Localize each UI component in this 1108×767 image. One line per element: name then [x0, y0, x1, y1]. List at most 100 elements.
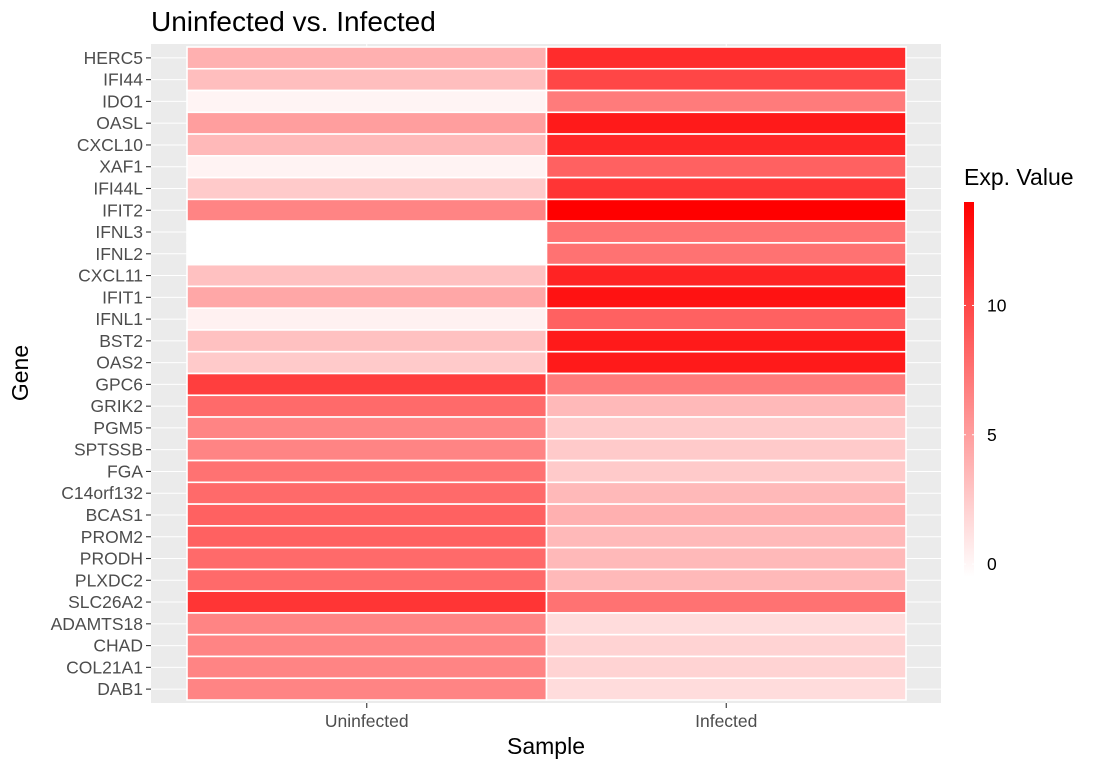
heatmap-tile [545, 459, 907, 484]
heatmap-tile [545, 242, 907, 266]
heatmap-tile [186, 285, 548, 309]
x-tick-label: Uninfected [325, 711, 409, 731]
heatmap-tile [186, 111, 548, 135]
heatmap-tile [545, 285, 907, 309]
heatmap-tiles [186, 46, 907, 701]
y-tick-label: HERC5 [84, 48, 143, 68]
y-tick-label: COL21A1 [66, 657, 143, 677]
chart-title: Uninfected vs. Infected [151, 6, 436, 37]
heatmap-tile [545, 372, 907, 397]
heatmap-tile [186, 612, 548, 636]
heatmap-tile [545, 67, 907, 92]
y-tick-label: GPC6 [95, 374, 143, 394]
heatmap-tile [545, 677, 907, 701]
y-tick-label: PRODH [80, 549, 143, 569]
x-axis-title: Sample [507, 733, 585, 759]
heatmap-tile [545, 590, 907, 614]
heatmap-tile [545, 133, 907, 157]
heatmap-tile [186, 89, 548, 114]
heatmap-tile [545, 612, 907, 636]
heatmap-tile [545, 437, 907, 462]
y-tick-label: OAS2 [96, 353, 143, 373]
y-tick-label: CHAD [93, 636, 143, 656]
heatmap-tile [545, 176, 907, 201]
heatmap-tile [186, 525, 548, 549]
heatmap-tile [186, 198, 548, 222]
heatmap-tile [545, 350, 907, 375]
heatmap-tile [186, 568, 548, 592]
y-tick-label: IFNL2 [95, 244, 143, 264]
heatmap-tile [186, 481, 548, 505]
color-legend: Exp. Value 0 5 10 [964, 164, 1074, 577]
heatmap-tile [186, 46, 548, 70]
heatmap-tile [545, 263, 907, 288]
heatmap-tile [545, 503, 907, 527]
heatmap-tile [186, 242, 548, 266]
y-axis: HERC5IFI44IDO1OASLCXCL10XAF1IFI44LIFIT2I… [51, 48, 151, 699]
legend-break-label: 0 [987, 554, 997, 574]
heatmap-tile [545, 481, 907, 505]
y-tick-label: SPTSSB [74, 440, 143, 460]
heatmap-tile [545, 633, 907, 658]
y-tick-label: SLC26A2 [68, 592, 143, 612]
heatmap-tile [545, 111, 907, 135]
y-tick-label: BST2 [99, 331, 143, 351]
heatmap-tile [186, 350, 548, 375]
y-tick-label: IFIT1 [102, 287, 143, 307]
heatmap-tile [545, 568, 907, 592]
y-tick-label: XAF1 [99, 157, 143, 177]
y-tick-label: IDO1 [102, 91, 143, 111]
heatmap-tile [545, 89, 907, 114]
heatmap-tile [186, 677, 548, 701]
y-tick-label: PLXDC2 [75, 570, 143, 590]
y-tick-label: DAB1 [97, 679, 143, 699]
y-tick-label: CXCL11 [78, 266, 143, 286]
y-axis-title: Gene [7, 345, 33, 401]
heatmap-tile [545, 198, 907, 222]
y-tick-label: PROM2 [81, 527, 143, 547]
heatmap-tile [545, 416, 907, 440]
x-tick-label: Infected [695, 711, 757, 731]
heatmap-tile [186, 459, 548, 484]
y-tick-label: IFNL1 [95, 309, 143, 329]
y-tick-label: IFNL3 [95, 222, 143, 242]
heatmap-tile [186, 133, 548, 157]
y-tick-label: FGA [107, 461, 143, 481]
y-tick-label: IFIT2 [102, 200, 143, 220]
heatmap-tile [186, 220, 548, 244]
y-tick-label: BCAS1 [86, 505, 143, 525]
y-tick-label: C14orf132 [61, 483, 143, 503]
y-tick-label: IFI44L [93, 178, 143, 198]
heatmap-tile [545, 525, 907, 549]
legend-break-label: 5 [987, 425, 997, 445]
y-tick-label: PGM5 [93, 418, 143, 438]
heatmap-tile [186, 546, 548, 571]
heatmap-tile [545, 546, 907, 571]
heatmap-tile [545, 220, 907, 244]
y-tick-label: CXCL10 [77, 135, 143, 155]
legend-title: Exp. Value [964, 164, 1074, 190]
heatmap-tile [186, 633, 548, 658]
legend-color-bar [964, 202, 974, 577]
heatmap-tile [186, 437, 548, 462]
y-tick-label: IFI44 [103, 70, 143, 90]
x-axis: Uninfected Infected [325, 703, 757, 731]
heatmap-tile [186, 176, 548, 201]
y-tick-label: OASL [96, 113, 143, 133]
heatmap-tile [545, 329, 907, 353]
heatmap-tile [545, 46, 907, 70]
heatmap-tile [545, 155, 907, 179]
heatmap-tile [186, 329, 548, 353]
heatmap-tile [186, 372, 548, 397]
heatmap-tile [186, 67, 548, 92]
heatmap-tile [545, 307, 907, 331]
heatmap-tile [186, 394, 548, 418]
legend-break-label: 10 [987, 295, 1007, 315]
y-tick-label: ADAMTS18 [51, 614, 143, 634]
heatmap-tile [186, 503, 548, 527]
y-tick-label: GRIK2 [90, 396, 143, 416]
heatmap-tile [545, 394, 907, 418]
heatmap-tile [186, 263, 548, 288]
